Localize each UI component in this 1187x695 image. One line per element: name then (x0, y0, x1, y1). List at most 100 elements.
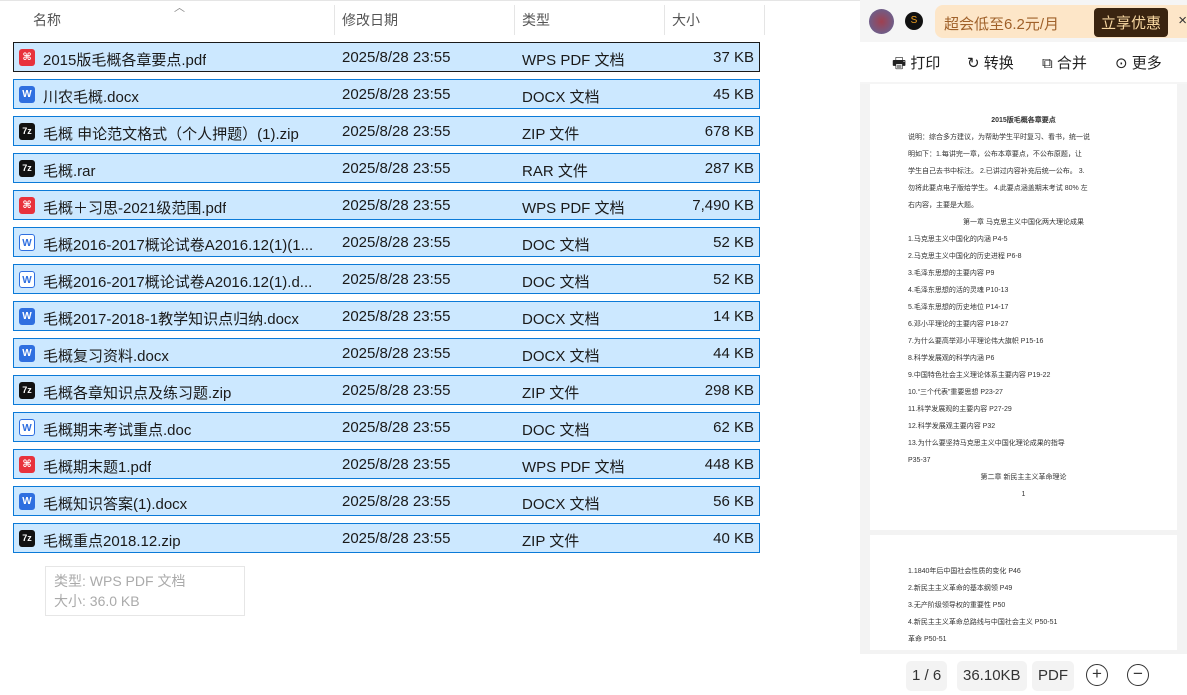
file-name: 毛概期末题1.pdf (43, 459, 152, 476)
file-date: 2025/8/28 23:55 (342, 49, 451, 66)
column-divider[interactable] (664, 5, 665, 35)
column-size[interactable]: 大小 (672, 12, 700, 28)
more-label: 更多 (1131, 55, 1162, 72)
file-name: 毛概2016-2017概论试卷A2016.12(1)(1... (43, 237, 314, 254)
file-name: 毛概各章知识点及练习题.zip (43, 385, 232, 402)
column-type[interactable]: 类型 (522, 12, 550, 28)
preview-line: 勿将此要点电子版给学生。 4.此要点涵盖期末考试 80% 左 (908, 185, 1088, 192)
archive-file-icon: 7z (19, 530, 35, 547)
file-size: 45 KB (713, 86, 754, 103)
format-badge: PDF (1032, 661, 1074, 691)
file-type: DOCX 文档 (522, 89, 600, 106)
file-size: 36.10KB (957, 661, 1027, 691)
file-size: 37 KB (713, 49, 754, 66)
vip-badge-icon[interactable]: S (905, 12, 923, 30)
preview-line: 明如下：1.每讲完一章，公布本章要点，不公布原题，让 (908, 151, 1082, 158)
preview-line: 5.毛泽东思想的历史地位 P14-17 (908, 304, 1009, 311)
column-divider[interactable] (764, 5, 765, 35)
promo-text: 超会低至6.2元/月 (944, 16, 1060, 33)
file-row[interactable]: ⌘ 毛概＋习思-2021级范围.pdf 2025/8/28 23:55 WPS … (13, 190, 760, 220)
word-file-icon: W (19, 493, 35, 510)
file-size: 287 KB (704, 160, 754, 177)
file-date: 2025/8/28 23:55 (342, 493, 451, 510)
convert-button[interactable]: ↻ 转换 (967, 52, 1014, 73)
word-file-icon: W (19, 419, 35, 436)
print-button[interactable]: 🖶 打印 (892, 52, 940, 78)
file-row[interactable]: W 毛概2016-2017概论试卷A2016.12(1)(1... 2025/8… (13, 227, 760, 257)
file-row[interactable]: 7z 毛概重点2018.12.zip 2025/8/28 23:55 ZIP 文… (13, 523, 760, 553)
preview-line: 12.科学发展观主要内容 P32 (908, 423, 996, 430)
preview-line: 9.中国特色社会主义理论体系主要内容 P19-22 (908, 372, 1051, 379)
preview-line: 10.“三个代表”重要思想 P23-27 (908, 389, 1003, 396)
tooltip-size: 大小: 36.0 KB (54, 593, 140, 609)
tooltip-type: 类型: WPS PDF 文档 (54, 573, 186, 589)
merge-label: 合并 (1056, 55, 1087, 72)
word-file-icon: W (19, 234, 35, 251)
preview-line: 2.马克思主义中国化的历史进程 P6-8 (908, 253, 1022, 260)
word-file-icon: W (19, 271, 35, 288)
file-name: 川农毛概.docx (43, 89, 139, 106)
file-name: 毛概2016-2017概论试卷A2016.12(1).d... (43, 274, 313, 291)
preview-line: 2015版毛概各章要点 (991, 117, 1056, 124)
file-row[interactable]: ⌘ 毛概期末题1.pdf 2025/8/28 23:55 WPS PDF 文档 … (13, 449, 760, 479)
word-file-icon: W (19, 345, 35, 362)
file-name: 毛概 申论范文格式（个人押题）(1).zip (43, 126, 299, 143)
file-type: DOCX 文档 (522, 311, 600, 328)
file-size: 52 KB (713, 234, 754, 251)
file-type: DOC 文档 (522, 274, 590, 291)
file-row[interactable]: 7z 毛概.rar 2025/8/28 23:55 RAR 文件 287 KB (13, 153, 760, 183)
convert-label: 转换 (983, 55, 1014, 72)
merge-button[interactable]: ⧉ 合并 (1042, 52, 1087, 73)
file-date: 2025/8/28 23:55 (342, 456, 451, 473)
file-type: ZIP 文件 (522, 385, 580, 402)
column-header: ︿ 名称 修改日期 类型 大小 (0, 0, 860, 36)
page-indicator[interactable]: 1 / 6 (906, 661, 948, 691)
preview-page-1: 2015版毛概各章要点 说明：综合多方建议，为帮助学生平时复习、看书，统一说 明如下… (870, 84, 1177, 530)
preview-line: 6.邓小平理论的主要内容 P18-27 (908, 321, 1009, 328)
column-date[interactable]: 修改日期 (342, 12, 398, 28)
file-type: DOCX 文档 (522, 348, 600, 365)
archive-file-icon: 7z (19, 123, 35, 140)
preview-line: 4.新民主主义革命总路线与中国社会主义 P50-51 (908, 619, 1058, 626)
more-button[interactable]: ⊙ 更多 (1115, 52, 1162, 73)
file-date: 2025/8/28 23:55 (342, 160, 451, 177)
preview-panel: S 超会低至6.2元/月 立享优惠 × 🖶 打印 ↻ 转换 ⧉ 合并 ⊙ 更多 … (860, 0, 1187, 695)
promo-button[interactable]: 立享优惠 (1094, 8, 1169, 37)
file-row[interactable]: W 毛概2016-2017概论试卷A2016.12(1).d... 2025/8… (13, 264, 760, 294)
file-size: 448 KB (704, 456, 754, 473)
zoom-out-icon[interactable]: − (1127, 664, 1149, 686)
file-size: 298 KB (704, 382, 754, 399)
zoom-in-icon[interactable]: + (1086, 664, 1108, 686)
file-date: 2025/8/28 23:55 (342, 123, 451, 140)
file-name: 毛概知识答案(1).docx (43, 496, 188, 513)
preview-line: 8.科学发展观的科学内涵 P6 (908, 355, 995, 362)
file-row[interactable]: W 毛概2017-2018-1教学知识点归纳.docx 2025/8/28 23… (13, 301, 760, 331)
preview-line: 1.1840年后中国社会性质的变化 P46 (908, 568, 1021, 575)
file-row[interactable]: 7z 毛概 申论范文格式（个人押题）(1).zip 2025/8/28 23:5… (13, 116, 760, 146)
file-row[interactable]: W 川农毛概.docx 2025/8/28 23:55 DOCX 文档 45 K… (13, 79, 760, 109)
file-name: 毛概重点2018.12.zip (43, 533, 181, 550)
file-row[interactable]: ⌘ 2015版毛概各章要点.pdf 2025/8/28 23:55 WPS PD… (13, 42, 760, 72)
file-row[interactable]: W 毛概知识答案(1).docx 2025/8/28 23:55 DOCX 文档… (13, 486, 760, 516)
promo-banner[interactable]: 超会低至6.2元/月 立享优惠 × (935, 5, 1187, 38)
preview-line: 第一章 马克思主义中国化两大理论成果 (963, 219, 1084, 226)
file-row[interactable]: W 毛概复习资料.docx 2025/8/28 23:55 DOCX 文档 44… (13, 338, 760, 368)
column-name[interactable]: 名称 (33, 12, 61, 28)
file-row[interactable]: W 毛概期末考试重点.doc 2025/8/28 23:55 DOC 文档 62… (13, 412, 760, 442)
file-type: WPS PDF 文档 (522, 52, 625, 69)
file-date: 2025/8/28 23:55 (342, 530, 451, 547)
preview-line: 11.科学发展观的主要内容 P27-29 (908, 406, 1012, 413)
file-size: 44 KB (713, 345, 754, 362)
column-divider[interactable] (514, 5, 515, 35)
file-date: 2025/8/28 23:55 (342, 197, 451, 214)
sort-ascending-icon: ︿ (174, 2, 185, 14)
avatar[interactable] (869, 9, 894, 34)
document-preview[interactable]: 2015版毛概各章要点 说明：综合多方建议，为帮助学生平时复习、看书，统一说 明如下… (860, 84, 1187, 654)
file-name: 毛概2017-2018-1教学知识点归纳.docx (43, 311, 299, 328)
file-row[interactable]: 7z 毛概各章知识点及练习题.zip 2025/8/28 23:55 ZIP 文… (13, 375, 760, 405)
preview-line: 2.新民主主义革命的基本纲领 P49 (908, 585, 1013, 592)
file-size: 7,490 KB (692, 197, 754, 214)
column-divider[interactable] (334, 5, 335, 35)
word-file-icon: W (19, 308, 35, 325)
close-icon[interactable]: × (1178, 12, 1187, 29)
